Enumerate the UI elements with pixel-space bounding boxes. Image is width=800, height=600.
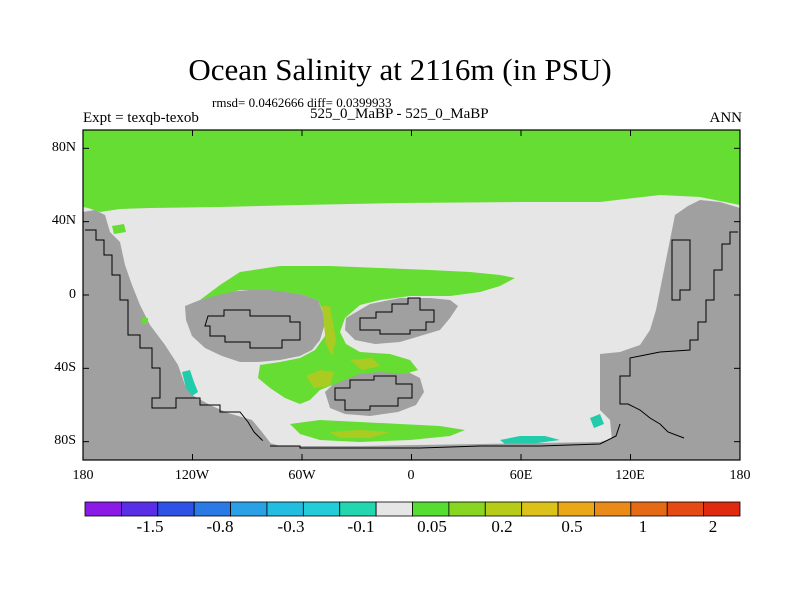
east-central-outline xyxy=(359,297,435,335)
colorbar-label: -0.3 xyxy=(277,517,305,536)
y-tick-label: 40S xyxy=(54,360,76,375)
eastern-landmass-outline xyxy=(619,231,738,439)
colorbar-box xyxy=(484,501,523,517)
x-tick-label: 120W xyxy=(174,468,210,483)
negative-patch-south xyxy=(500,436,560,444)
season-label: ANN xyxy=(709,110,743,126)
y-tick-label: 80N xyxy=(51,140,76,155)
southern-positive-region xyxy=(290,420,465,442)
northern-positive-region xyxy=(83,130,740,212)
experiment-label: Expt = texqb-texob xyxy=(83,110,199,126)
colorbar-box xyxy=(157,501,195,517)
x-tick-label: 0 xyxy=(407,468,415,483)
central-continent-land xyxy=(185,290,326,362)
x-tick-label: 60W xyxy=(288,468,316,483)
antarctic-landmass xyxy=(260,436,740,460)
southern-positive-patch xyxy=(330,430,390,438)
colorbar-label: -1.5 xyxy=(136,517,164,536)
western-landmass-outline xyxy=(85,229,271,453)
colorbar-box xyxy=(302,501,341,517)
central-positive-region xyxy=(200,266,515,404)
mid-positive-patch xyxy=(322,306,336,356)
colorbar-box xyxy=(666,501,705,517)
mid-positive-patch-3 xyxy=(350,358,380,370)
colorbar-box xyxy=(193,501,231,517)
y-tick-label: 80S xyxy=(54,433,76,448)
colorbar-box xyxy=(266,501,304,517)
tick-marks xyxy=(82,130,741,460)
colorbar-box xyxy=(594,501,632,517)
colorbar-label: -0.1 xyxy=(347,517,375,536)
x-tick-label: 60E xyxy=(509,468,533,483)
southern-land-outline xyxy=(334,375,413,411)
colorbar-box xyxy=(703,501,741,517)
colorbar-box xyxy=(375,501,413,517)
y-tick-label: 40N xyxy=(51,213,76,228)
stats-text: rmsd= 0.0462666 diff= 0.0399933 xyxy=(212,95,392,110)
colorbar xyxy=(84,501,741,517)
small-positive-patch-west xyxy=(112,224,126,234)
colorbar-box xyxy=(120,501,159,517)
y-tick-label: 0 xyxy=(69,287,76,302)
negative-patch-west xyxy=(182,370,198,396)
colorbar-box xyxy=(521,501,559,517)
colorbar-box xyxy=(412,501,450,517)
colorbar-label: 0.05 xyxy=(417,517,447,536)
map-plot-area xyxy=(83,130,740,460)
colorbar-label: 0.2 xyxy=(491,517,513,536)
colorbar-box xyxy=(448,501,486,517)
x-tick-label: 180 xyxy=(729,468,751,483)
colorbar-label: 1 xyxy=(638,517,648,536)
eastern-landmass xyxy=(600,200,740,460)
colorbar-box xyxy=(630,501,668,517)
case-label: 525_0_MaBP - 525_0_MaBP xyxy=(310,106,489,122)
colorbar-box xyxy=(84,501,122,517)
east-inner-outline xyxy=(671,239,691,301)
colorbar-box xyxy=(230,501,268,517)
x-tick-label: 180 xyxy=(72,468,94,483)
small-positive-patch-west-2 xyxy=(142,318,148,324)
x-tick-label: 120E xyxy=(615,468,645,483)
antarctic-outline xyxy=(270,423,621,449)
mid-positive-patch-2 xyxy=(306,370,334,388)
colorbar-label: 2 xyxy=(708,517,718,536)
colorbar-box xyxy=(339,501,377,517)
colorbar-label: -0.8 xyxy=(206,517,234,536)
negative-patch-east xyxy=(590,414,604,428)
central-continent-outline xyxy=(204,309,301,349)
colorbar-label: 0.5 xyxy=(561,517,583,536)
colorbar-box xyxy=(557,501,595,517)
western-landmass xyxy=(83,210,272,460)
map-title: Ocean Salinity at 2116m (in PSU) xyxy=(188,52,612,87)
